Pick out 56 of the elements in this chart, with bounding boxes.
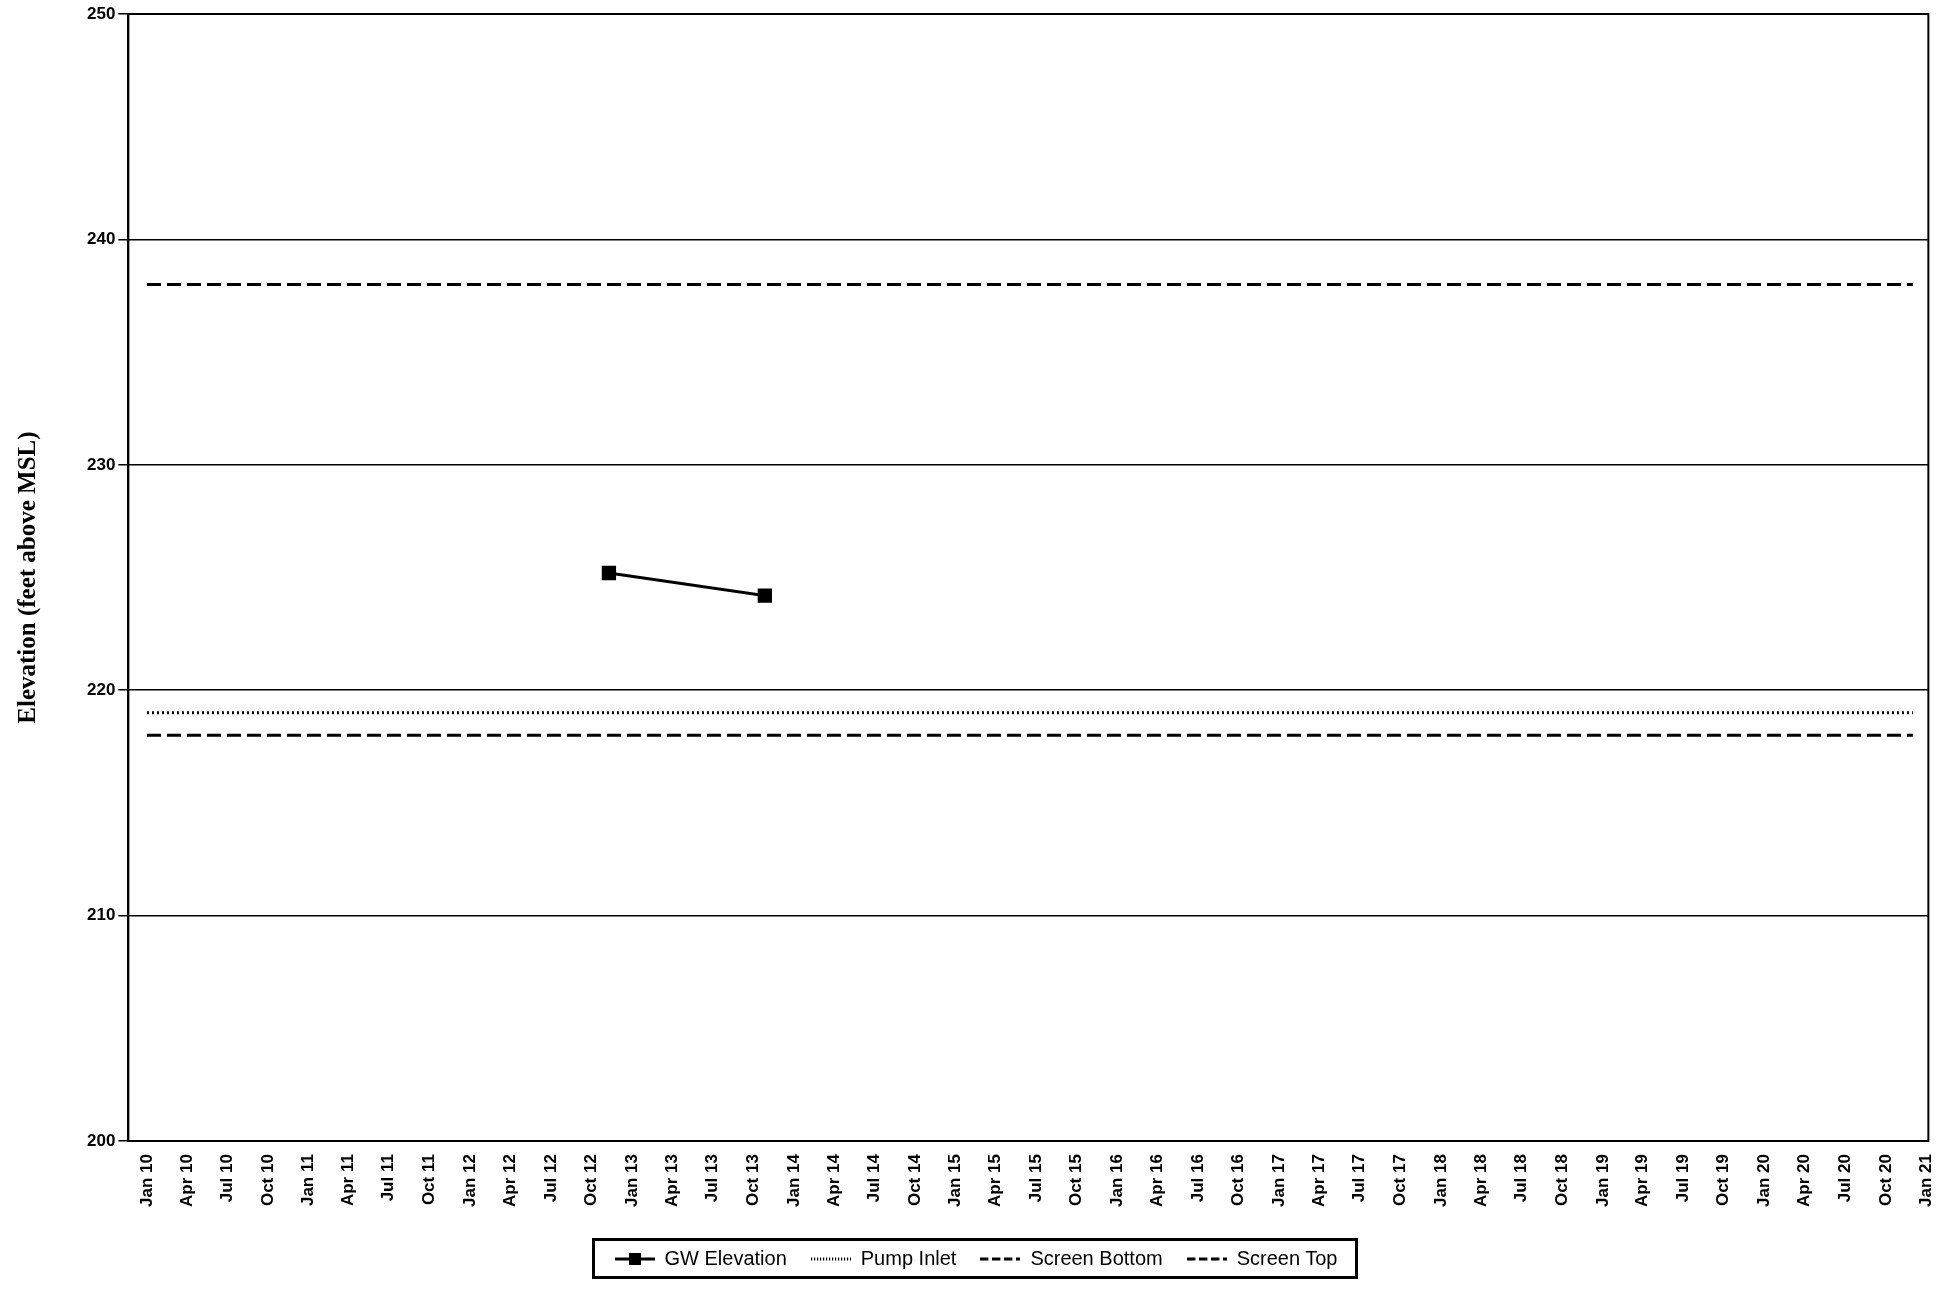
legend-label: Screen Top [1236,1247,1338,1270]
x-tick-label: Apr 17 [1309,1154,1329,1207]
x-tick-label: Oct 18 [1551,1154,1571,1207]
x-tick-label: Jan 20 [1754,1154,1774,1208]
x-tick-label: Jan 15 [945,1154,965,1208]
x-tick-label: Apr 18 [1470,1154,1490,1207]
legend-label: Pump Inlet [860,1247,957,1270]
x-tick-label: Jul 10 [216,1154,236,1203]
x-tick-label: Apr 11 [338,1154,358,1207]
x-tick-label: Jan 18 [1430,1154,1450,1208]
x-tick-label: Apr 19 [1632,1154,1652,1207]
x-tick-label: Apr 16 [1147,1154,1167,1207]
x-tick-label: Jul 11 [378,1154,398,1202]
x-tick-label: Oct 13 [743,1154,762,1207]
x-tick-label: Jan 12 [459,1154,479,1208]
x-tick-label: Jan 14 [783,1153,803,1208]
x-tick-label: Jul 17 [1349,1154,1369,1203]
y-tick-label: 250 [86,3,116,23]
x-tick-label: Oct 11 [419,1154,439,1206]
x-tick-label: Oct 12 [581,1154,601,1207]
y-tick-label: 220 [86,679,116,699]
x-tick-label: Apr 13 [661,1154,681,1207]
x-tick-label: Jul 16 [1187,1154,1207,1203]
x-tick-label: Oct 10 [257,1154,277,1207]
x-tick-label: Jul 14 [863,1153,883,1203]
x-tick-label: Jul 18 [1511,1154,1531,1203]
x-tick-label: Apr 14 [823,1153,843,1207]
legend-label: Screen Bottom [1030,1247,1163,1270]
x-tick-label: Apr 15 [985,1154,1005,1207]
x-tick-label: Jan 13 [622,1154,642,1208]
y-tick-label: 210 [86,905,116,925]
x-tick-label: Apr 12 [500,1154,520,1207]
x-tick-label: Jul 19 [1672,1154,1692,1203]
legend-label: GW Elevation [664,1247,787,1270]
x-tick-label: Oct 19 [1713,1154,1733,1207]
x-tick-label: Jan 19 [1592,1154,1612,1208]
y-tick-label: 200 [86,1130,116,1150]
x-tick-label: Oct 17 [1390,1154,1410,1207]
x-tick-label: Oct 15 [1066,1154,1086,1207]
x-tick-label: Oct 20 [1875,1154,1895,1207]
x-tick-label: Jan 21 [1916,1154,1936,1208]
y-tick-label: 240 [86,229,116,249]
x-tick-label: Oct 14 [904,1153,924,1207]
x-tick-label: Apr 20 [1794,1154,1814,1207]
y-tick-label: 230 [86,454,116,474]
x-tick-label: Jul 12 [540,1154,560,1203]
x-tick-label: Jan 11 [298,1154,318,1207]
x-tick-label: Jul 15 [1025,1154,1045,1203]
x-tick-label: Jan 17 [1269,1154,1289,1208]
x-tick-label: Oct 16 [1228,1154,1248,1207]
y-axis-title: Elevation (feet above MSL) [13,431,42,724]
x-tick-label: Apr 10 [176,1154,196,1207]
x-tick-label: Jan 16 [1107,1154,1127,1208]
x-tick-label: Jul 13 [702,1154,722,1203]
x-tick-label: Jul 20 [1834,1154,1854,1203]
x-tick-label: Jan 10 [136,1154,156,1208]
